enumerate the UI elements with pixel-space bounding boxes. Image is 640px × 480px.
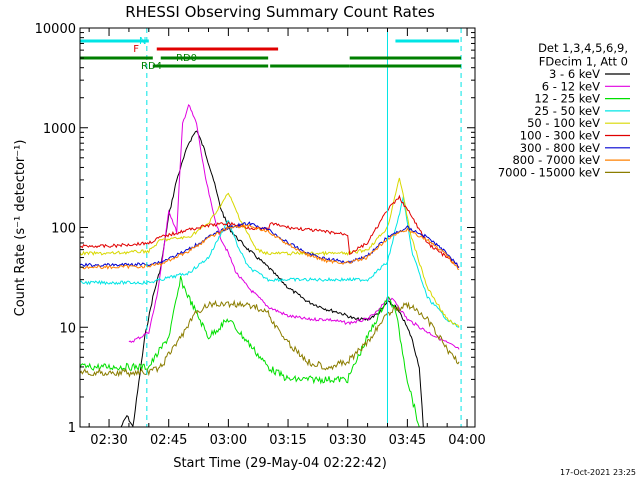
legend-label: 6 - 12 keV (542, 79, 600, 93)
legend-header-line: FDecim 1, Att 0 (539, 55, 628, 69)
legend-label: 7000 - 15000 keV (498, 165, 600, 179)
legend-label: 25 - 50 keV (534, 104, 600, 118)
series-line-25-50-kev (80, 196, 460, 328)
footer-date: 17-Oct-2021 23:25 (560, 468, 636, 477)
y-tick-label: 100 (51, 222, 76, 237)
legend: Det 1,3,4,5,6,9,FDecim 1, Att 03 - 6 keV… (498, 41, 630, 179)
chart-title: RHESSI Observing Summary Count Rates (125, 3, 435, 21)
x-tick-label: 03:30 (329, 433, 366, 448)
legend-label: 800 - 7000 keV (512, 153, 600, 167)
vertical-markers (146, 28, 462, 427)
series-line-12-25-kev (80, 276, 420, 427)
flag-label-rd4: RD4 (141, 61, 162, 72)
x-tick-label: 03:00 (210, 433, 247, 448)
y-axis-label: Count Rate (s⁻¹ detector⁻¹) (13, 140, 28, 317)
series-line-50-100-kev (80, 177, 460, 328)
x-tick-label: 02:45 (150, 433, 187, 448)
legend-label: 100 - 300 keV (520, 129, 600, 143)
x-tick-label: 03:15 (269, 433, 306, 448)
flag-label-n: N (139, 36, 146, 47)
legend-label: 50 - 100 keV (527, 116, 600, 130)
series-line-300-800-kev (80, 221, 460, 268)
flag-bars: NF RD0 RD4 (80, 36, 462, 72)
plot-area (80, 103, 460, 427)
x-tick-label: 04:00 (448, 433, 485, 448)
series-line-800-7000-kev (80, 223, 460, 270)
series-line-6-12-kev (128, 103, 460, 350)
x-axis-label: Start Time (29-May-04 02:22:42) (173, 456, 387, 471)
series-line-3-6-kev (120, 130, 424, 427)
legend-label: 3 - 6 keV (549, 67, 600, 81)
x-tick-label: 03:45 (389, 433, 426, 448)
legend-header-line: Det 1,3,4,5,6,9, (538, 41, 628, 55)
x-tick-label: 02:30 (90, 433, 127, 448)
y-tick-label: 1 (68, 421, 76, 436)
flag-label-f: F (133, 44, 139, 55)
legend-label: 300 - 800 keV (520, 141, 600, 155)
legend-label: 12 - 25 keV (534, 92, 600, 106)
y-tick-label: 10000 (35, 22, 76, 37)
flag-label-rd0: RD0 (176, 53, 197, 64)
series-line-100-300-kev (80, 194, 460, 268)
axes: 1 10 100 1000 10000 02:30 02:45 03:00 03:15 03:30… (35, 22, 486, 448)
y-tick-label: 1000 (43, 122, 76, 137)
y-tick-label: 10 (59, 321, 76, 336)
series-line-7000-15000-kev (80, 299, 460, 378)
